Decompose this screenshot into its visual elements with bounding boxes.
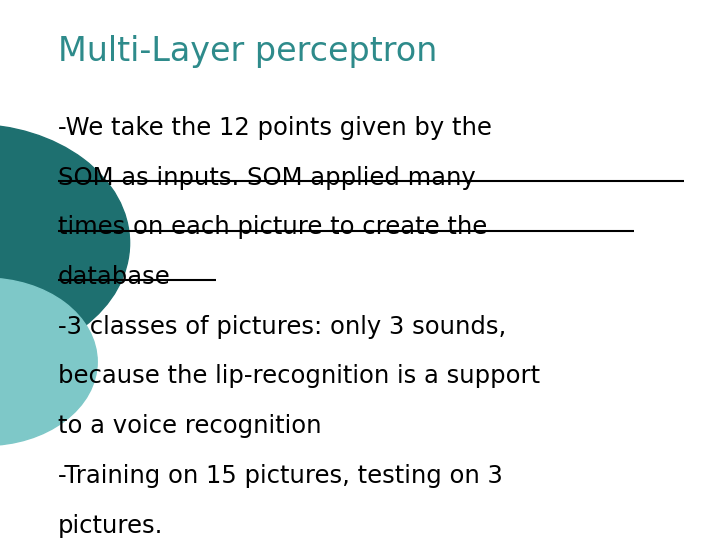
Text: times on each picture to create the: times on each picture to create the xyxy=(58,215,487,239)
Text: -Training on 15 pictures, testing on 3: -Training on 15 pictures, testing on 3 xyxy=(58,464,503,488)
Text: Multi-Layer perceptron: Multi-Layer perceptron xyxy=(58,35,437,68)
Text: -3 classes of pictures: only 3 sounds,: -3 classes of pictures: only 3 sounds, xyxy=(58,315,506,339)
Text: database: database xyxy=(58,265,171,289)
Text: -We take the 12 points given by the: -We take the 12 points given by the xyxy=(58,116,492,140)
Circle shape xyxy=(0,124,130,362)
Text: to a voice recognition: to a voice recognition xyxy=(58,414,321,438)
Text: SOM as inputs. SOM applied many: SOM as inputs. SOM applied many xyxy=(58,166,475,190)
Circle shape xyxy=(0,278,97,446)
Text: pictures.: pictures. xyxy=(58,514,163,537)
Text: because the lip-recognition is a support: because the lip-recognition is a support xyxy=(58,364,540,388)
